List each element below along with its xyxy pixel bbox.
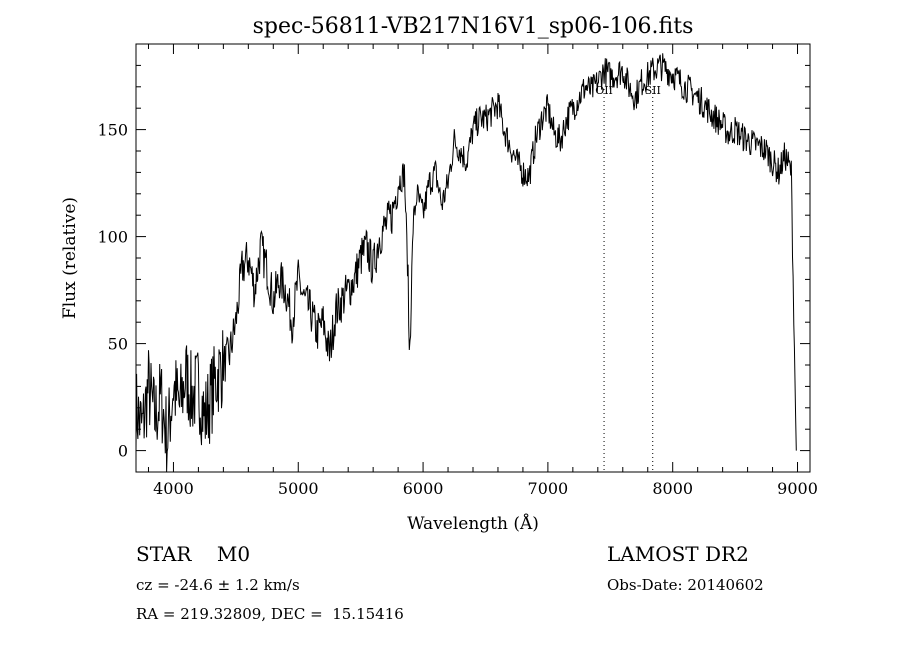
x-tick-label: 9000 bbox=[777, 479, 818, 498]
line-marker-label: SII bbox=[645, 84, 661, 97]
line-marker-label: OII bbox=[595, 84, 613, 97]
y-tick-label: 50 bbox=[108, 335, 128, 354]
x-tick-label: 5000 bbox=[278, 479, 319, 498]
observation-date: Obs-Date: 20140602 bbox=[607, 576, 764, 594]
coordinates: RA = 219.32809, DEC = 15.15416 bbox=[136, 605, 404, 623]
y-axis-label: Flux (relative) bbox=[60, 197, 80, 319]
spectrum-line bbox=[135, 53, 797, 473]
y-tick-label: 150 bbox=[97, 121, 128, 140]
axes: 4000 5000 6000 7000 8000 9000 0 50 100 150 bbox=[97, 44, 818, 498]
x-tick-label: 6000 bbox=[403, 479, 444, 498]
spectral-class: STAR M0 bbox=[136, 542, 251, 566]
line-annotations: OII SII bbox=[595, 84, 661, 472]
radial-velocity: cz = -24.6 ± 1.2 km/s bbox=[136, 576, 300, 594]
x-tick-label: 4000 bbox=[153, 479, 194, 498]
y-tick-label: 100 bbox=[97, 228, 128, 247]
chart-title: spec-56811-VB217N16V1_sp06-106.fits bbox=[253, 14, 694, 39]
x-tick-label: 7000 bbox=[528, 479, 569, 498]
survey-name: LAMOST DR2 bbox=[607, 542, 749, 566]
x-tick-label: 8000 bbox=[652, 479, 693, 498]
y-tick-label: 0 bbox=[118, 442, 128, 461]
x-axis-label: Wavelength (Å) bbox=[407, 513, 539, 534]
